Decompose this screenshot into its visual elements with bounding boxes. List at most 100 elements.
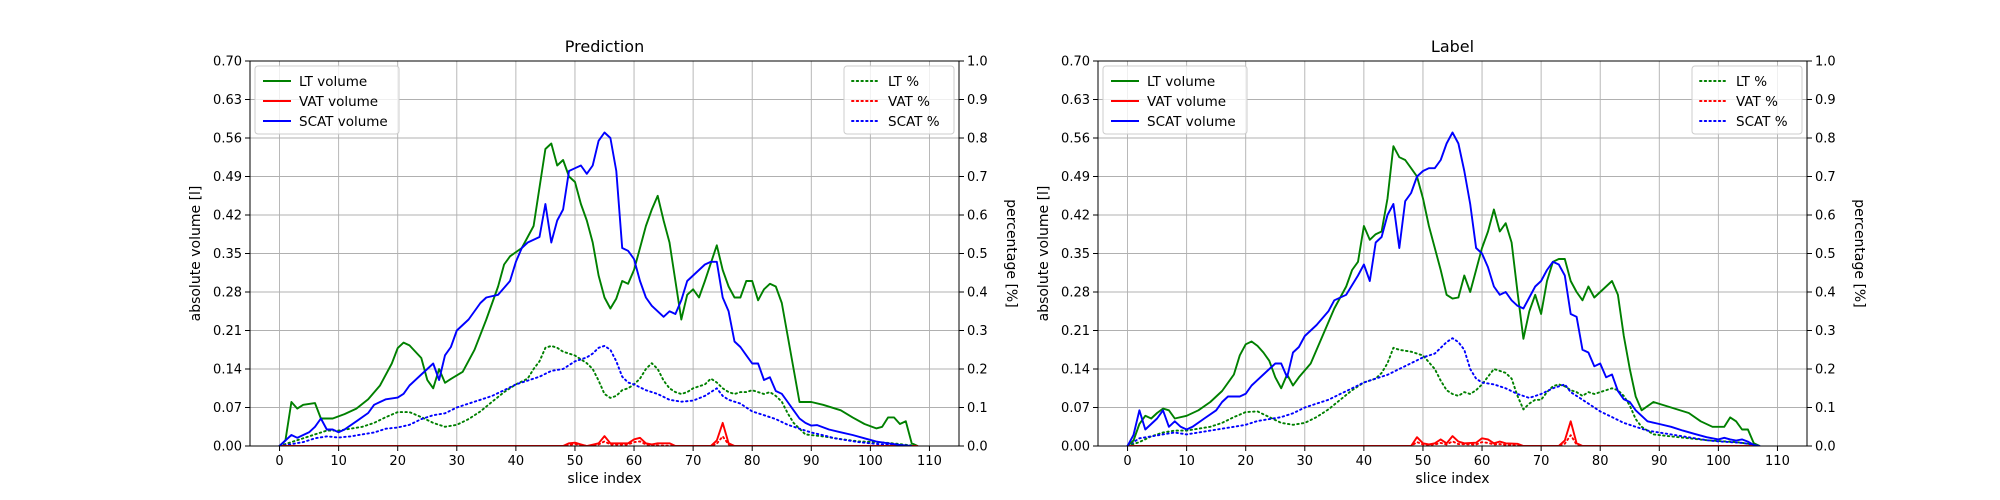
series-line-lt-volume <box>1126 145 1761 446</box>
x-tick-label: 10 <box>1178 454 1195 469</box>
x-tick-label: 50 <box>567 454 584 469</box>
x-tick-label: 0 <box>1123 454 1131 469</box>
y2-tick-label: 0.8 <box>1815 132 1836 147</box>
y2-tick-label: 0.9 <box>1815 93 1836 108</box>
x-tick-label: 50 <box>1415 454 1432 469</box>
series-line-lt-volume <box>278 142 918 446</box>
y-tick-label: 0.00 <box>213 440 242 455</box>
y2-tick-label: 0.9 <box>967 93 988 108</box>
x-tick-label: 20 <box>389 454 406 469</box>
y-tick-label: 0.21 <box>213 324 242 339</box>
series-line-scat-volume <box>1126 131 1760 446</box>
series-group <box>278 131 919 446</box>
chart-title: Label <box>1431 37 1474 56</box>
legend-label: SCAT % <box>1736 114 1788 130</box>
y2-tick-label: 0.2 <box>967 363 988 378</box>
y2-tick-label: 0.1 <box>967 401 988 416</box>
x-tick-label: 10 <box>330 454 347 469</box>
y-tick-label: 0.35 <box>213 247 242 262</box>
series-line-scat-pct <box>1126 337 1761 446</box>
y-tick-label: 0.42 <box>213 209 242 224</box>
y-tick-label: 0.42 <box>1061 209 1090 224</box>
y2-tick-label: 0.5 <box>1815 247 1836 262</box>
legend-box <box>843 65 955 135</box>
chart-title: Prediction <box>565 37 644 56</box>
x-tick-label: 40 <box>1356 454 1373 469</box>
chart-panel-prediction: 0 10 20 30 40 50 60 70 80 90 100 110 0.00 0.07 0.14 0.2… <box>188 37 1019 487</box>
legend-label: LT volume <box>299 74 367 90</box>
legend-label: LT % <box>1736 74 1767 90</box>
x-tick-label: 90 <box>1651 454 1668 469</box>
legend-box <box>1691 65 1803 135</box>
y2-tick-label: 0.3 <box>1815 324 1836 339</box>
y2-tick-label: 0.7 <box>1815 170 1836 185</box>
series-line-scat-volume <box>278 131 912 446</box>
chart-panel-label: 0 10 20 30 40 50 60 70 80 90 100 110 0.00 0.07 0.14 0.2… <box>1036 37 1867 487</box>
legend-label: VAT volume <box>1147 94 1226 110</box>
x-tick-label: 30 <box>1297 454 1314 469</box>
x-tick-label: 70 <box>685 454 702 469</box>
legend-label: VAT % <box>888 94 930 110</box>
series-line-vat-volume <box>279 421 918 446</box>
y-tick-label: 0.35 <box>1061 247 1090 262</box>
series-line-lt-pct <box>278 344 919 446</box>
y2-tick-label: 1.0 <box>967 55 988 70</box>
y2-tick-label: 0.0 <box>1815 440 1836 455</box>
y-tick-label: 0.49 <box>1061 170 1090 185</box>
x-tick-label: 60 <box>626 454 643 469</box>
y2-tick-label: 0.4 <box>967 286 988 301</box>
y2-tick-label: 0.8 <box>967 132 988 147</box>
y-tick-label: 0.63 <box>213 93 242 108</box>
y-tick-label: 0.07 <box>1061 401 1090 416</box>
x-tick-label: 90 <box>803 454 820 469</box>
y-tick-label: 0.21 <box>1061 324 1090 339</box>
legend-percentage: LT % VAT % SCAT % <box>843 65 955 135</box>
x-axis-label: slice index <box>1415 471 1489 487</box>
y-axis-label: absolute volume [l] <box>1036 186 1052 322</box>
x-tick-label: 40 <box>508 454 525 469</box>
legend-label: LT volume <box>1147 74 1215 90</box>
x-tick-label: 100 <box>858 454 883 469</box>
y-tick-label: 0.28 <box>213 286 242 301</box>
y2-tick-label: 0.1 <box>1815 401 1836 416</box>
y2-tick-label: 0.6 <box>1815 209 1836 224</box>
y-tick-label: 0.14 <box>213 363 242 378</box>
y-tick-label: 0.63 <box>1061 93 1090 108</box>
legend-label: LT % <box>888 74 919 90</box>
x-tick-label: 110 <box>1765 454 1790 469</box>
y-tick-label: 0.56 <box>1061 132 1090 147</box>
y2-tick-label: 0.4 <box>1815 286 1836 301</box>
y2-tick-label: 0.0 <box>967 440 988 455</box>
x-tick-label: 110 <box>917 454 942 469</box>
y-axis-label: absolute volume [l] <box>188 186 204 322</box>
y-tick-label: 0.70 <box>213 55 242 70</box>
x-tick-label: 100 <box>1706 454 1731 469</box>
legend-label: VAT volume <box>299 94 378 110</box>
y-tick-label: 0.49 <box>213 170 242 185</box>
y-tick-label: 0.70 <box>1061 55 1090 70</box>
series-line-lt-pct <box>1126 346 1761 446</box>
x-tick-label: 20 <box>1237 454 1254 469</box>
legend-volume: LT volume VAT volume SCAT volume <box>254 65 400 135</box>
x-tick-label: 60 <box>1474 454 1491 469</box>
legend-volume: LT volume VAT volume SCAT volume <box>1102 65 1248 135</box>
y2-tick-label: 0.5 <box>967 247 988 262</box>
y-tick-label: 0.00 <box>1061 440 1090 455</box>
legend-label: SCAT volume <box>1147 114 1236 130</box>
y2-tick-label: 0.6 <box>967 209 988 224</box>
y2-tick-label: 1.0 <box>1815 55 1836 70</box>
legend-box <box>254 65 400 135</box>
y2-axis-label: percentage [%] <box>1003 199 1019 307</box>
y-tick-label: 0.14 <box>1061 363 1090 378</box>
series-line-scat-pct <box>278 344 913 446</box>
y2-tick-label: 0.7 <box>967 170 988 185</box>
legend-label: SCAT % <box>888 114 940 130</box>
y2-tick-label: 0.3 <box>967 324 988 339</box>
series-group <box>1126 131 1761 446</box>
x-axis-label: slice index <box>567 471 641 487</box>
y-tick-label: 0.56 <box>213 132 242 147</box>
legend-box <box>1102 65 1248 135</box>
x-tick-label: 30 <box>449 454 466 469</box>
legend-percentage: LT % VAT % SCAT % <box>1691 65 1803 135</box>
